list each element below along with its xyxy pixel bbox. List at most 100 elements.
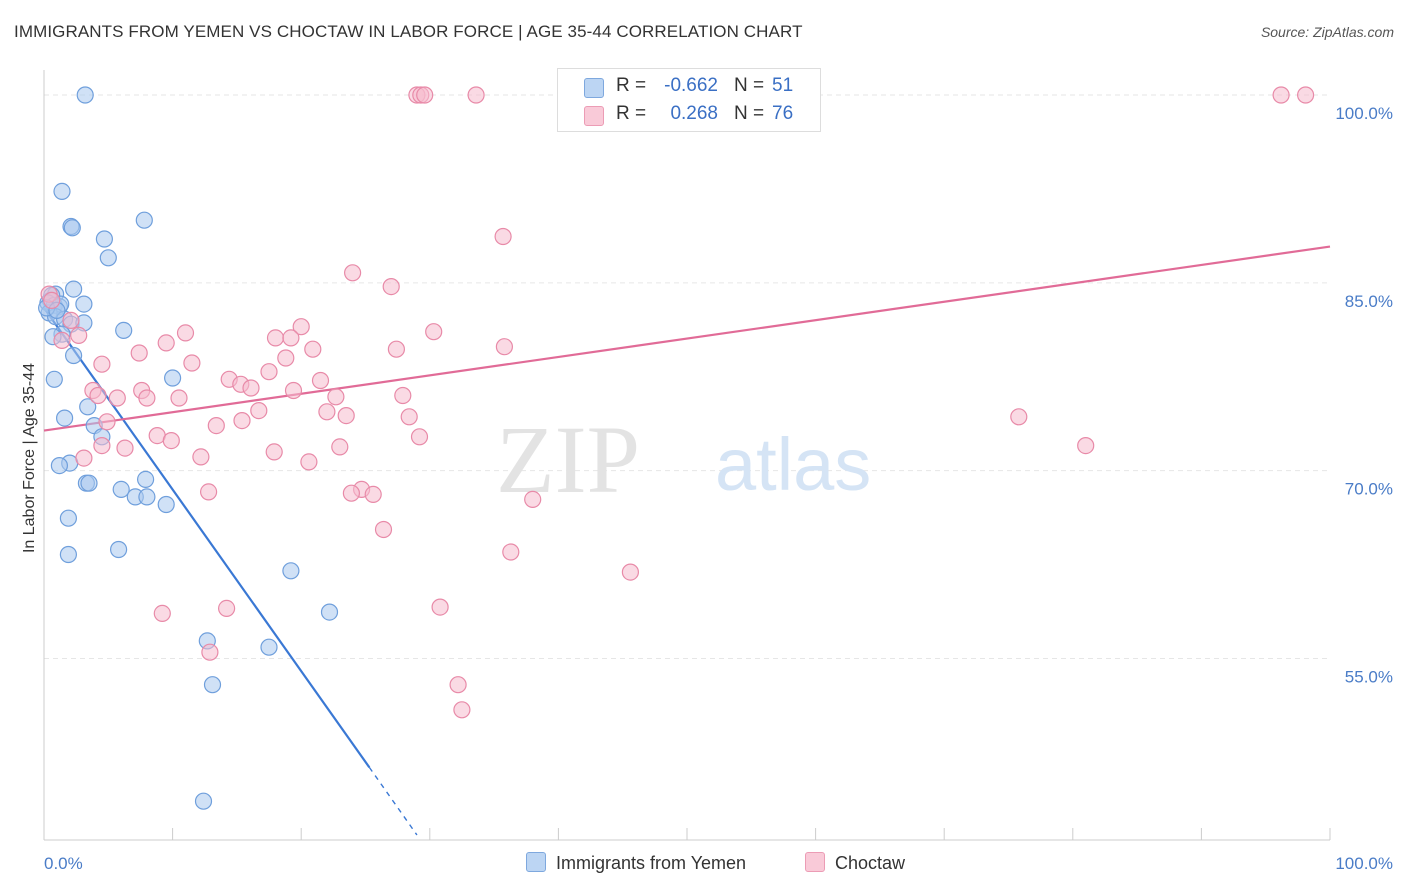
bottom-legend-label-choctaw: Choctaw xyxy=(835,853,906,873)
choctaw-point xyxy=(449,676,467,694)
bottom-legend-label-yemen: Immigrants from Yemen xyxy=(556,853,747,873)
yemen-point xyxy=(59,545,78,564)
yemen-point xyxy=(79,398,97,416)
choctaw-point xyxy=(327,388,345,406)
yemen-point xyxy=(53,182,71,200)
choctaw-point xyxy=(431,598,449,616)
legend-row-yemen: R = -0.662 N = 51 xyxy=(558,73,820,101)
choctaw-point xyxy=(364,485,382,503)
choctaw-point xyxy=(265,443,283,461)
choctaw-point xyxy=(200,483,218,501)
choctaw-point xyxy=(242,379,260,397)
choctaw-point xyxy=(374,520,393,539)
yemen-point xyxy=(194,792,213,810)
choctaw-trend-line xyxy=(43,245,1331,432)
bottom-legend-swatch-yemen xyxy=(526,852,546,872)
yemen-point xyxy=(64,346,83,365)
watermark-atlas: atlas xyxy=(715,423,871,506)
yemen-point xyxy=(135,211,153,229)
choctaw-point xyxy=(621,563,640,581)
yemen-point xyxy=(64,280,83,298)
choctaw-point xyxy=(162,432,180,450)
choctaw-point xyxy=(344,264,362,282)
choctaw-point xyxy=(183,354,201,372)
choctaw-point xyxy=(153,604,171,623)
choctaw-point xyxy=(201,643,219,661)
choctaw-point xyxy=(43,291,61,309)
yemen-point xyxy=(75,295,93,313)
choctaw-point xyxy=(176,324,195,342)
tick-labels: 55.0% 70.0% 85.0% 100.0% 0.0% 100.0% xyxy=(44,104,1393,873)
legend-n-label: N = xyxy=(734,75,765,96)
yemen-point xyxy=(282,562,300,580)
legend-swatch-yemen xyxy=(584,78,604,98)
yemen-point xyxy=(76,86,94,104)
choctaw-point xyxy=(311,371,330,390)
choctaw-point xyxy=(233,412,251,430)
yemen-point xyxy=(109,540,128,559)
choctaw-point xyxy=(1077,437,1095,455)
yemen-point xyxy=(63,219,81,237)
y-tick-label: 100.0% xyxy=(1335,104,1393,123)
choctaw-point xyxy=(157,334,175,352)
choctaw-point xyxy=(89,386,107,405)
choctaw-point xyxy=(495,338,513,356)
choctaw-point xyxy=(300,453,318,471)
legend-n-label: N = xyxy=(734,103,765,124)
legend-row-choctaw: R = 0.268 N = 76 xyxy=(558,101,820,129)
choctaw-point xyxy=(382,278,400,296)
legend-r-value-choctaw: 0.268 xyxy=(670,103,718,124)
choctaw-point xyxy=(318,403,336,421)
choctaw-point xyxy=(494,227,512,246)
choctaw-point xyxy=(400,408,418,426)
yemen-point xyxy=(203,676,222,694)
choctaw-point xyxy=(170,389,188,407)
choctaw-point xyxy=(75,449,93,467)
choctaw-point xyxy=(394,386,412,405)
yemen-point xyxy=(137,470,155,488)
choctaw-point xyxy=(1296,86,1315,104)
legend-n-value-choctaw: 76 xyxy=(772,103,794,124)
yemen-point xyxy=(99,249,117,267)
choctaw-point xyxy=(70,326,88,344)
y-axis-label: In Labor Force | Age 35-44 xyxy=(21,363,38,553)
yemen-point xyxy=(80,474,98,492)
watermark-zip: ZIP xyxy=(496,406,640,513)
choctaw-point xyxy=(502,543,520,561)
choctaw-point xyxy=(138,389,156,407)
trend-lines xyxy=(43,245,1331,836)
yemen-point xyxy=(50,457,69,475)
choctaw-point xyxy=(410,428,429,446)
choctaw-point xyxy=(218,599,236,618)
yemen-point xyxy=(95,230,114,248)
y-tick-label: 55.0% xyxy=(1345,667,1393,686)
yemen-point xyxy=(55,409,74,427)
choctaw-point xyxy=(425,323,443,341)
yemen-trend-extension xyxy=(368,766,418,836)
yemen-point xyxy=(112,480,130,498)
yemen-point xyxy=(320,603,339,621)
choctaw-point xyxy=(207,417,225,435)
choctaw-point xyxy=(250,402,268,420)
bottom-legend-choctaw[interactable]: Choctaw xyxy=(805,852,905,874)
choctaw-point xyxy=(260,363,278,381)
legend-r-value-yemen: -0.662 xyxy=(664,75,718,96)
bottom-legend-yemen[interactable]: Immigrants from Yemen xyxy=(526,852,746,874)
x-tick-label: 100.0% xyxy=(1335,854,1393,873)
choctaw-point xyxy=(108,389,126,407)
choctaw-point xyxy=(277,349,295,367)
yemen-point xyxy=(164,369,182,387)
yemen-point xyxy=(45,370,63,388)
y-tick-label: 85.0% xyxy=(1345,292,1393,311)
choctaw-point xyxy=(416,86,434,104)
choctaw-point xyxy=(62,311,80,329)
choctaw-point xyxy=(387,340,405,358)
yemen-point xyxy=(59,509,78,527)
correlation-legend: R = -0.662 N = 51 R = 0.268 N = 76 xyxy=(557,68,821,132)
x-tick-label: 0.0% xyxy=(44,854,83,873)
choctaw-point xyxy=(116,439,134,457)
yemen-point xyxy=(157,495,175,514)
choctaw-point xyxy=(266,329,285,347)
choctaw-point xyxy=(1010,408,1028,426)
